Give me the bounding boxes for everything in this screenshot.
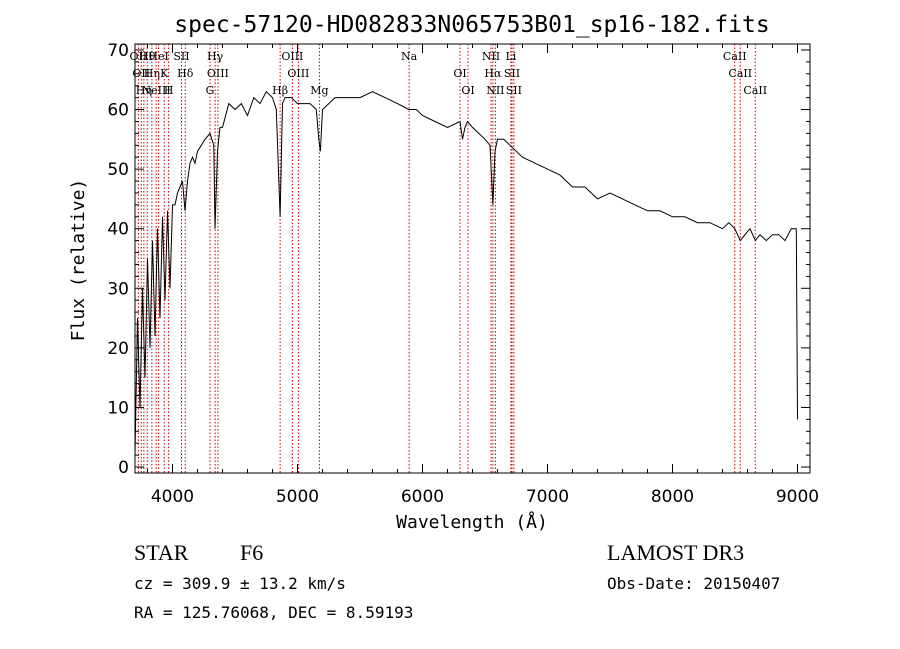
x-tick-label: 9000 <box>776 487 819 507</box>
y-tick-label: 0 <box>118 458 129 478</box>
line-label: CaII <box>728 67 752 80</box>
y-tick-label: 60 <box>107 101 129 121</box>
line-label: SII <box>173 50 189 63</box>
x-tick-label: 7000 <box>526 487 569 507</box>
line-marker-layer <box>137 44 756 473</box>
line-label: NII <box>486 84 504 97</box>
line-label: CaII <box>723 50 747 63</box>
line-label: Hη <box>136 84 152 97</box>
line-label: SII <box>504 67 520 80</box>
line-label: OI <box>453 67 466 80</box>
line-label: H <box>164 84 174 97</box>
x-axis-label: Wavelength (Å) <box>396 511 548 533</box>
spectrum-line <box>134 90 798 456</box>
line-label: NeIII <box>142 84 171 97</box>
line-label: CaII <box>743 84 767 97</box>
y-axis-label: Flux (relative) <box>68 179 89 342</box>
axis-ticks: 4000 5000 6000 7000 8000 9000 0 10 20 30 40 50 60 70 <box>107 41 819 507</box>
chart-title: spec-57120-HD082833N065753B01_sp16-182.f… <box>174 12 769 38</box>
line-label: Hδ <box>177 67 194 80</box>
line-label: Mg <box>310 84 328 97</box>
line-label: Li <box>505 50 516 63</box>
line-label: Hβ <box>272 84 288 97</box>
object-subclass: F6 <box>240 540 264 565</box>
survey-name: LAMOST DR3 <box>607 540 745 565</box>
line-label: OII <box>132 67 150 80</box>
x-tick-label: 4000 <box>151 487 194 507</box>
line-label: SII <box>506 84 522 97</box>
line-label: G <box>206 84 215 97</box>
line-label: HeI <box>148 50 168 63</box>
x-tick-label: 6000 <box>401 487 444 507</box>
line-label: Hη <box>144 67 160 80</box>
line-label: NII <box>482 50 500 63</box>
y-tick-label: 20 <box>107 339 129 359</box>
x-tick-label: 5000 <box>276 487 319 507</box>
line-label: Hθ <box>139 50 156 63</box>
observation-date: Obs-Date: 20150407 <box>607 574 781 593</box>
coordinates-readout: RA = 125.76068, DEC = 8.59193 <box>134 603 414 622</box>
line-label: OIII <box>207 67 229 80</box>
line-label: OI <box>461 84 474 97</box>
line-label: OIII <box>281 50 303 63</box>
y-tick-label: 50 <box>107 160 129 180</box>
line-label-layer: OIIOIIHηHθHηNeIIIHeIKHSIIHδGHγOIIIHβOIII… <box>130 50 768 97</box>
line-label: Hα <box>484 67 502 80</box>
redshift-readout: cz = 309.9 ± 13.2 km/s <box>134 574 346 593</box>
y-tick-label: 40 <box>107 220 129 240</box>
y-tick-label: 10 <box>107 398 129 418</box>
y-tick-label: 30 <box>107 279 129 299</box>
line-label: OIII <box>287 67 309 80</box>
line-label: Hγ <box>207 50 224 63</box>
line-label: Na <box>401 50 418 63</box>
object-class: STAR <box>134 540 189 565</box>
x-tick-label: 8000 <box>651 487 694 507</box>
y-tick-label: 70 <box>107 41 129 61</box>
line-label: K <box>160 67 169 80</box>
line-label: OII <box>130 50 148 63</box>
